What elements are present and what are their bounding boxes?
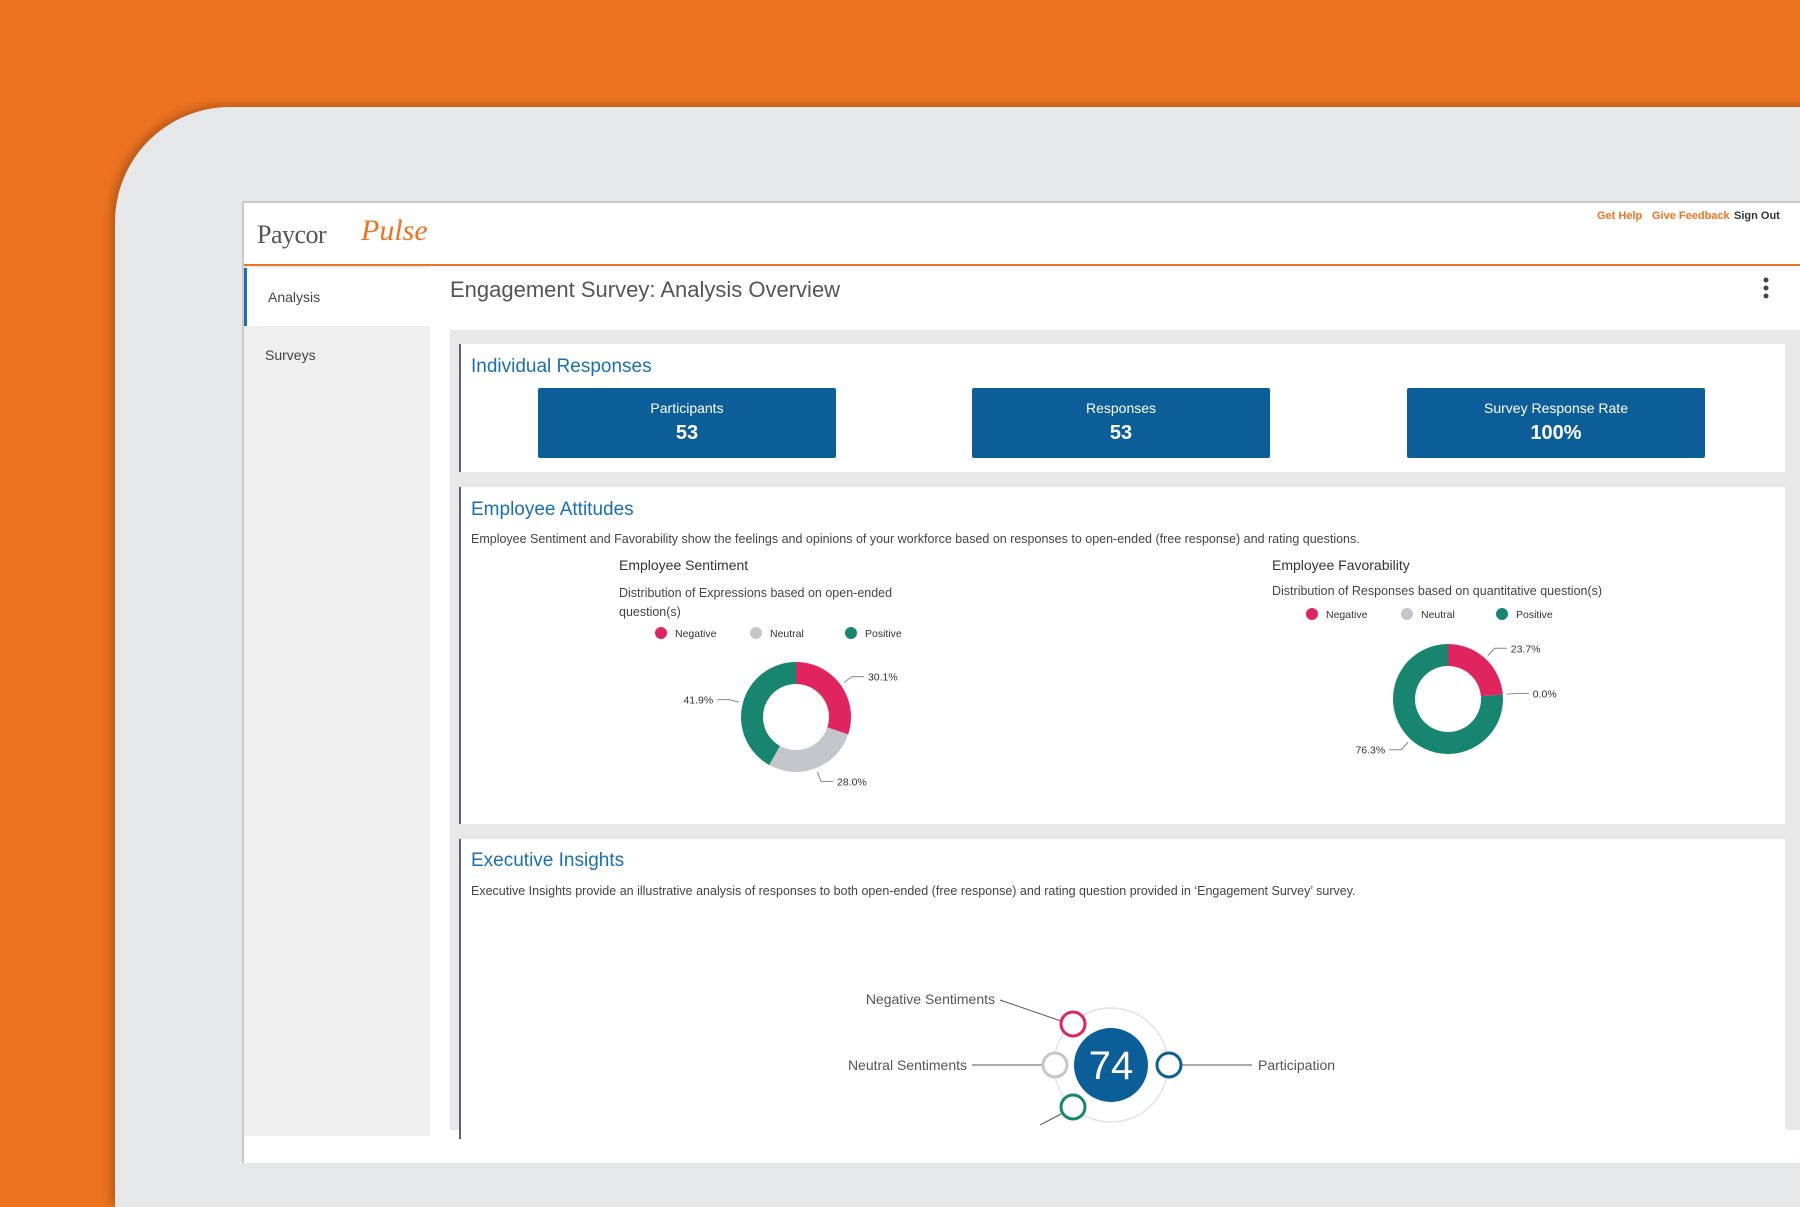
legend-label: Neutral [1421,609,1455,621]
leader-line [1487,647,1507,656]
stat-value: 53 [675,422,699,444]
feedback-link[interactable]: Give Feedback [1652,210,1730,222]
nav-item[interactable]: Surveys [265,347,316,363]
slice-label: 0.0% [1533,688,1557,700]
section-description: Executive Insights provide an illustrati… [471,884,1356,898]
section-title: Employee Attitudes [471,499,634,520]
legend-swatch [750,627,762,639]
slice-label: 30.1% [868,672,898,684]
nav-item[interactable]: Analysis [244,268,430,326]
legend-label: Neutral [770,628,804,640]
donut-chart: Negative Neutral Positive 30.1% 28.0% 41.9% [655,627,902,788]
stat-card: Survey Response Rate 100% [1407,388,1705,458]
donut-slice [796,662,851,735]
stat-card: Responses 53 [972,388,1270,458]
legend-label: Positive [1516,609,1553,621]
insight-label: Participation [1258,1057,1335,1073]
stat-value: 53 [1109,422,1133,444]
legend-label: Negative [1326,609,1368,621]
slice-label: 76.3% [1355,745,1385,757]
insight-label: Neutral Sentiments [848,1057,967,1073]
leader-line [1506,692,1529,695]
sidebar [244,266,430,1136]
brand: Paycor [257,220,327,249]
legend-label: Positive [865,628,902,640]
page-title: Engagement Survey: Analysis Overview [450,277,841,302]
donut-slice [1393,644,1504,754]
legend-label: Negative [675,628,717,640]
help-link[interactable]: Get Help [1597,210,1643,222]
page: Paycor Pulse Get Help Give Feedback Sign… [115,107,1800,1207]
graphics: 74 Negative Sentiments Neutral Sentiment… [655,608,1557,1125]
sign-out-link[interactable]: Sign Out [1734,210,1780,222]
chart-subtitle: Distribution of Responses based on quant… [1272,584,1603,598]
donut-chart: Negative Neutral Positive 23.7% 0.0% 76.3% [1306,608,1557,757]
brand-script: Pulse [361,214,428,247]
leader-line [717,699,740,703]
leader-line [843,676,864,683]
insight-score: 74 [1089,1044,1134,1088]
section-title: Executive Insights [471,850,625,871]
chart-subtitle: Distribution of Expressions based on ope… [619,586,893,619]
donut-slice [769,727,849,772]
legend-swatch [1306,608,1318,620]
insight-label: Negative Sentiments [866,991,995,1007]
legend-swatch [655,627,667,639]
legend-swatch [1496,608,1508,620]
legend-swatch [1401,608,1413,620]
section-description: Employee Sentiment and Favorability show… [471,532,1360,546]
more-menu[interactable] [1760,276,1772,302]
header-rule [244,264,1800,266]
stat-label: Survey Response Rate [1484,400,1628,416]
attitudes-panel [459,487,1785,824]
slice-label: 41.9% [683,695,713,707]
leader-line [1389,742,1409,751]
donut-slice [1448,644,1503,697]
legend-swatch [845,627,857,639]
stat-value: 100% [1530,422,1582,444]
leader-line [816,771,833,782]
insight-graphic: 74 Negative Sentiments Neutral Sentiment… [848,991,1335,1125]
slice-label: 23.7% [1511,643,1541,655]
stat-label: Responses [1085,400,1157,416]
chart-title: Employee Favorability [1272,557,1410,573]
stat-label: Participants [650,400,724,416]
stat-card: Participants 53 [538,388,836,458]
section-title: Individual Responses [471,356,652,377]
slice-label: 28.0% [837,776,867,788]
chart-title: Employee Sentiment [619,557,749,573]
donut-slice [741,662,796,766]
